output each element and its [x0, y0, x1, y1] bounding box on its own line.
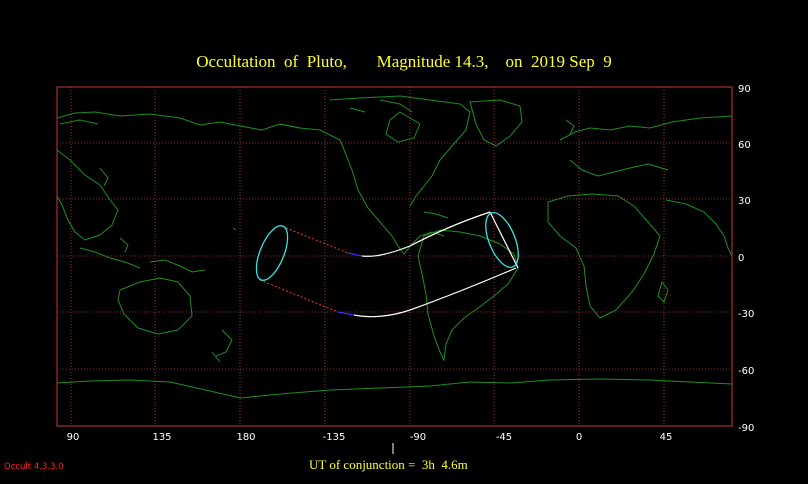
lat-tick: -90 — [738, 423, 754, 434]
lat-tick: 60 — [738, 140, 751, 151]
path-southern-limit-dotted — [259, 279, 339, 313]
lat-tick: 0 — [738, 253, 744, 264]
ut-conjunction-label: UT of conjunction = 3h 4.6m — [309, 457, 468, 472]
path-northern-limit — [361, 211, 491, 257]
lat-tick: -30 — [738, 309, 754, 320]
lon-tick: -90 — [410, 432, 426, 443]
path-northern-night — [347, 252, 363, 257]
version-label: Occult 4.3.3.0 — [4, 462, 64, 472]
lon-tick: 135 — [152, 432, 171, 443]
path-terminator — [489, 211, 519, 269]
antarctica-coast — [56, 378, 733, 399]
siberia-coast — [56, 111, 301, 131]
europe-coast — [559, 115, 733, 141]
map-frame — [56, 86, 733, 427]
north-america-coast — [279, 123, 405, 255]
graticule — [57, 87, 732, 426]
longitude-labels: 90 135 180 -135 -90 -45 0 45 — [67, 432, 673, 443]
australia-coast — [117, 277, 193, 335]
occultation-path — [255, 211, 519, 318]
lon-tick: 45 — [660, 432, 673, 443]
east-asia-coast — [56, 149, 119, 241]
lon-tick: 180 — [236, 432, 255, 443]
south-america-coast — [417, 229, 519, 362]
coastlines — [56, 95, 733, 399]
path-southern-night — [337, 311, 355, 316]
limb-ellipse-west — [255, 225, 289, 281]
map-title: Occultation of Pluto, Magnitude 14.3, on… — [196, 52, 612, 71]
greenland-coast — [469, 99, 523, 147]
path-southern-limit — [353, 267, 517, 318]
lon-tick: 90 — [67, 432, 80, 443]
lon-tick: 0 — [576, 432, 582, 443]
lat-tick: 90 — [738, 84, 751, 95]
lon-tick: -45 — [496, 432, 512, 443]
africa-coast — [547, 193, 661, 319]
lat-tick: -60 — [738, 366, 754, 377]
latitude-labels: 90 60 30 0 -30 -60 -90 — [738, 84, 754, 434]
lat-tick: 30 — [738, 196, 751, 207]
limb-ellipse-east — [485, 212, 519, 268]
path-northern-limit-dotted — [285, 227, 349, 254]
lon-tick: -135 — [323, 432, 346, 443]
